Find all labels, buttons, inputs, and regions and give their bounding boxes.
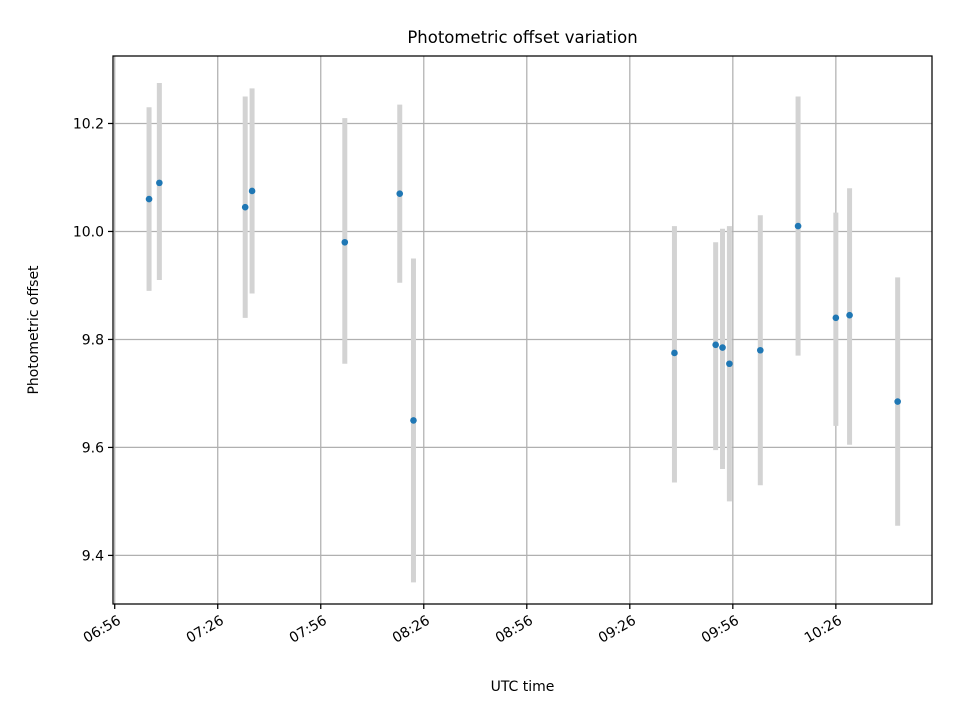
data-point xyxy=(846,311,853,319)
data-point xyxy=(396,190,404,197)
grid xyxy=(113,56,932,604)
x-axis-label: UTC time xyxy=(491,679,555,695)
data-point xyxy=(156,179,163,187)
data-point xyxy=(248,187,256,195)
data-point xyxy=(719,344,726,351)
data-point xyxy=(757,346,764,354)
data-point xyxy=(341,238,349,246)
data-points xyxy=(145,179,901,424)
y-axis: 9.4 9.6 9.8 10.0 10.2 xyxy=(73,116,113,564)
y-tick-label: 9.8 xyxy=(82,332,104,348)
data-point xyxy=(832,314,840,322)
data-point xyxy=(794,222,802,230)
y-tick-label: 10.2 xyxy=(73,116,104,132)
data-point xyxy=(726,360,733,368)
chart-title: Photometric offset variation xyxy=(407,28,637,47)
data-point xyxy=(712,341,719,349)
data-point xyxy=(241,203,249,211)
data-point xyxy=(410,417,417,424)
data-point xyxy=(671,349,678,357)
y-tick-label: 9.6 xyxy=(82,440,104,456)
y-axis-label: Photometric offset xyxy=(26,265,42,395)
y-tick-label: 9.4 xyxy=(82,548,104,564)
data-point xyxy=(894,398,901,405)
y-tick-label: 10.0 xyxy=(73,224,104,240)
data-point xyxy=(145,195,153,203)
plot-frame xyxy=(112,55,933,605)
